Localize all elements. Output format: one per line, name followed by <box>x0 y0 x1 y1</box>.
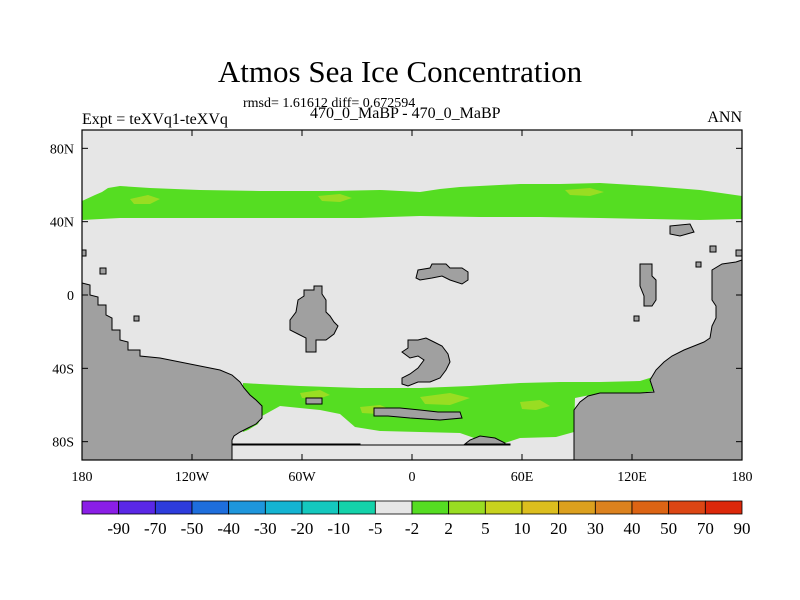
season-label: ANN <box>707 109 742 126</box>
northern-ice-band-core <box>318 194 352 202</box>
colorbar-swatch <box>558 500 596 515</box>
colorbar-label: 30 <box>587 519 604 538</box>
colorbar-label: -2 <box>405 519 419 538</box>
land-east-narrow <box>639 263 657 307</box>
colorbar-label: -10 <box>327 519 350 538</box>
y-tick-label: 40S <box>52 362 74 377</box>
colorbar-swatch <box>264 500 303 515</box>
colorbar-label: 5 <box>481 519 490 538</box>
colorbar-label: 20 <box>550 519 567 538</box>
land-north-east-island <box>669 223 695 237</box>
colorbar-label: -90 <box>107 519 130 538</box>
colorbar-label: 10 <box>514 519 531 538</box>
land-eastern-continent <box>573 259 743 461</box>
colorbar-label: -50 <box>181 519 204 538</box>
southern-ice-band-core <box>300 390 330 399</box>
colorbar: -90 -70 -50 -40 -30 -20 -10 -5 -2 2 5 10 20 30 40 50 70 9… <box>81 500 751 538</box>
x-tick-label: 60W <box>288 470 316 485</box>
x-tick-label: 0 <box>409 470 416 485</box>
land-central-continent <box>289 285 339 353</box>
colorbar-swatch <box>448 500 486 515</box>
experiment-label: Expt = teXVq1-teXVq <box>82 111 228 128</box>
y-tick-label: 40N <box>50 216 74 231</box>
period-label: 470_0_MaBP - 470_0_MaBP <box>310 105 501 122</box>
colorbar-swatch <box>228 500 266 515</box>
stats-line: rmsd= 1.61612 diff= 0.672594 <box>243 96 416 111</box>
colorbar-label: 90 <box>734 519 751 538</box>
southern-ice-band <box>243 376 660 443</box>
land-small-island <box>709 245 717 253</box>
land-small-island <box>305 397 323 405</box>
colorbar-swatch <box>631 500 670 515</box>
colorbar-swatch <box>704 500 743 515</box>
land-southern-strip <box>373 407 463 421</box>
land-east-blob <box>401 337 451 387</box>
land-small-island <box>633 315 640 322</box>
colorbar-swatch <box>81 500 120 515</box>
colorbar-label: -30 <box>254 519 277 538</box>
colorbar-swatch <box>484 500 523 515</box>
x-tick-label: 180 <box>72 470 93 485</box>
colorbar-swatch <box>154 500 193 515</box>
y-tick-label: 80N <box>50 142 74 157</box>
land-small-island <box>99 267 107 275</box>
colorbar-swatch <box>668 500 706 515</box>
colorbar-swatch <box>191 500 230 515</box>
colorbar-swatch <box>118 500 156 515</box>
colorbar-label: 40 <box>624 519 641 538</box>
colorbar-swatch <box>338 500 376 515</box>
land-small-island <box>735 249 743 257</box>
x-tick-label: 60E <box>511 470 534 485</box>
colorbar-label: -20 <box>291 519 314 538</box>
northern-ice-band-core <box>565 188 604 196</box>
colorbar-label: 50 <box>660 519 677 538</box>
colorbar-swatch <box>521 500 560 515</box>
colorbar-swatch <box>301 500 340 515</box>
colorbar-swatch <box>374 500 413 515</box>
colorbar-label: 2 <box>444 519 453 538</box>
colorbar-label: -70 <box>144 519 167 538</box>
land-small-island <box>133 315 140 322</box>
southern-ice-band-core <box>520 400 550 410</box>
colorbar-swatch <box>594 500 633 515</box>
colorbar-label: -5 <box>368 519 382 538</box>
colorbar-label: -40 <box>217 519 240 538</box>
x-tick-label: 180 <box>732 470 753 485</box>
x-tick-label: 120E <box>617 470 647 485</box>
southern-ice-band-core <box>420 393 470 405</box>
land-small-island <box>695 261 702 268</box>
y-tick-label: 80S <box>52 436 74 451</box>
land-western-continent <box>81 282 511 461</box>
x-tick-label: 120W <box>175 470 210 485</box>
northern-ice-band-core <box>130 195 160 204</box>
land-equatorial-island <box>415 263 469 285</box>
colorbar-label: 70 <box>697 519 714 538</box>
colorbar-swatch <box>411 500 450 515</box>
y-tick-label: 0 <box>67 289 74 304</box>
chart-title: Atmos Sea Ice Concentration <box>217 54 583 89</box>
axis-ticks: 180 120W 60W 0 60E 120E 180 80N 40N 0 40S 80S <box>50 130 753 485</box>
